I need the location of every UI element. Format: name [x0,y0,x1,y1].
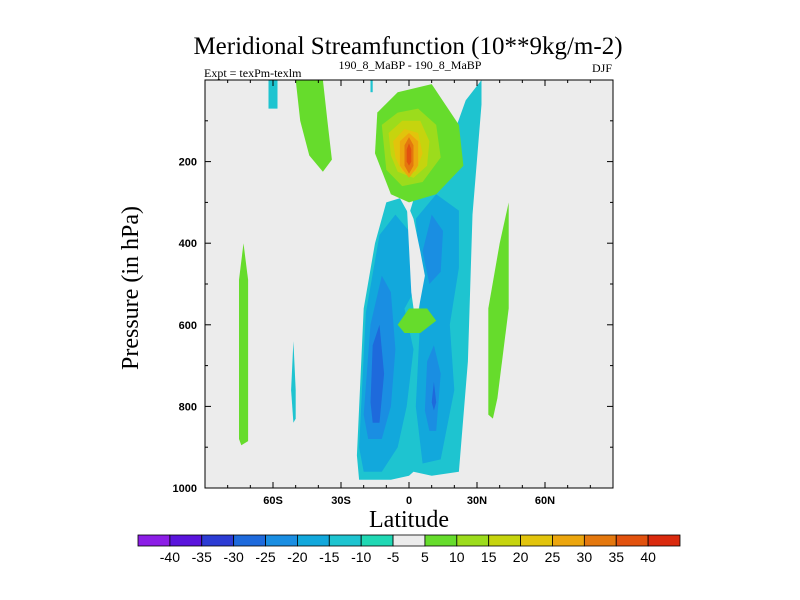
contour-region-pos-cell-40 [406,143,412,166]
colorbar-swatch [328,534,362,547]
y-tick-label: 400 [179,238,197,250]
colorbar-label: 30 [577,549,593,565]
colorbar-label: -10 [351,549,371,565]
contour-region-sh-upper-cyan-strip [268,80,278,109]
x-tick-label: 0 [406,495,412,507]
contour-region-nh-green-strip [488,202,509,419]
colorbar-swatch [233,534,266,547]
colorbar-swatch [456,534,490,547]
colorbar-swatch [488,534,521,547]
contour-region-main-neg-inner-nh-4 [431,381,437,411]
colorbar-label: 10 [449,549,465,565]
colorbar-label: 35 [608,549,624,565]
contour-region-sh-cyan-small [291,341,296,423]
colorbar-label: -40 [160,549,180,565]
contour-regions [239,80,509,480]
x-tick-label: 30S [331,495,351,507]
colorbar-swatch [201,534,235,547]
colorbar-label: 25 [545,549,561,565]
y-tick-label: 200 [179,157,197,169]
chart-title: Meridional Streamfunction (10**9kg/m-2) [193,33,622,60]
colorbar-label: 20 [513,549,529,565]
contour-region-narrow-upper-cyan [370,80,373,93]
colorbar-label: -25 [255,549,275,565]
colorbar-swatch [424,534,458,547]
colorbar-label: -30 [224,549,244,565]
colorbar-swatch [265,534,298,547]
y-tick-label: 600 [179,320,197,332]
colorbar-swatch [297,534,330,547]
axis-ticks: 60S 30S 0 30N 60N 200 400 600 800 1000 [173,80,613,507]
colorbar-swatch [360,534,394,547]
y-axis-label: Pressure (in hPa) [118,206,144,370]
subtitle-left: Expt = texPm-texlm [204,66,302,80]
subtitle-center: 190_8_MaBP - 190_8_MaBP [339,58,482,72]
colorbar-label: -15 [319,549,339,565]
colorbar-label: 5 [421,549,429,565]
contour-region-pos-blob-10-mid [397,308,437,333]
plot-area: 60S 30S 0 30N 60N 200 400 600 800 1000 [173,79,614,507]
colorbar-swatch [169,534,203,547]
colorbar-label: -5 [387,549,400,565]
colorbar-swatch [647,534,681,547]
y-tick-label: 1000 [173,483,197,495]
colorbar-swatch [552,534,585,547]
colorbar-swatch [615,534,649,547]
colorbar-label: 15 [481,549,497,565]
colorbar-swatch [137,534,171,547]
x-tick-label: 60N [535,495,555,507]
subtitle-right: DJF [592,61,612,75]
colorbar-label: -20 [287,549,307,565]
contour-region-pos-blob-5 [406,202,425,325]
x-tick-label: 30N [467,495,487,507]
x-tick-label: 60S [263,495,283,507]
colorbar-label: 40 [640,549,656,565]
contour-region-main-neg-inner-nh-2 [422,214,443,284]
contour-region-main-neg-inner-3 [370,324,385,423]
y-tick-label: 800 [179,401,197,413]
x-axis-label: Latitude [369,507,449,533]
colorbar: -40 -35 -30 -25 -20 -15 -10 -5 5 10 15 20 25 30 35 40 [137,534,681,565]
contour-region-sh-green-strip [239,243,249,446]
contour-region-sh-upper-thin-cell [295,80,332,172]
colorbar-swatch [583,534,617,547]
colorbar-swatch [520,534,553,547]
contour-region-main-neg-inner-nh-3 [424,345,441,431]
colorbar-label: -35 [192,549,212,565]
colorbar-swatch [392,534,426,547]
